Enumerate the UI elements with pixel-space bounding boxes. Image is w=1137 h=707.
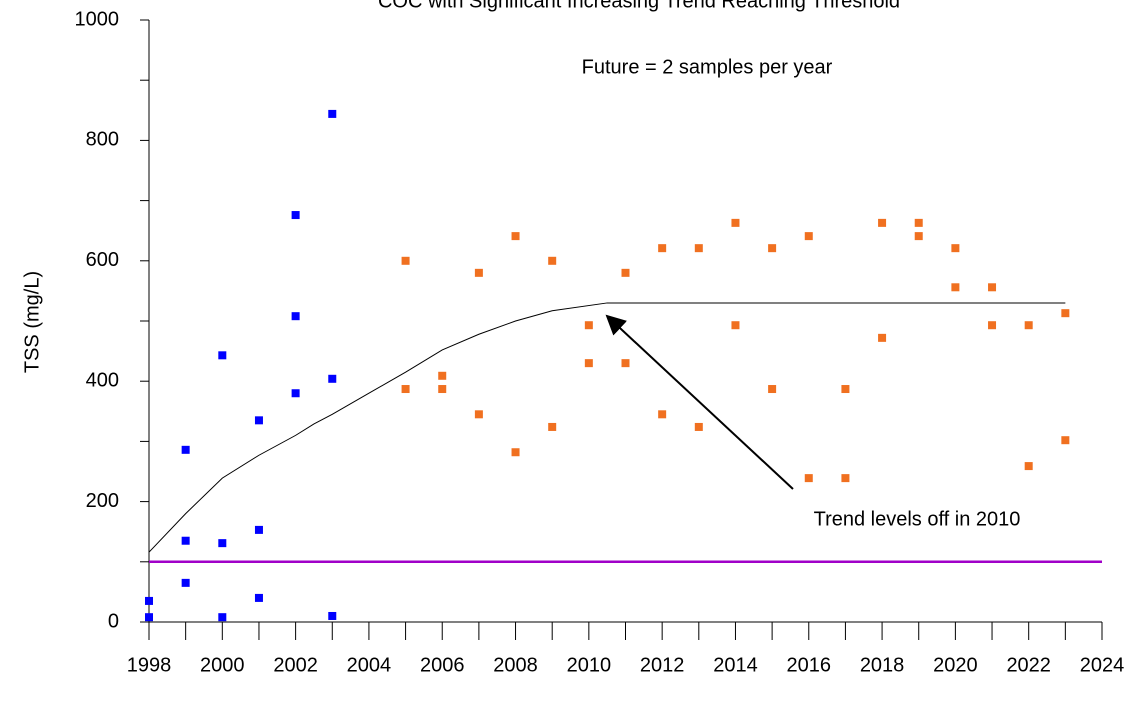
data-point [218,613,227,622]
x-tick-label: 2012 [640,654,685,676]
x-tick-label: 2016 [787,654,832,676]
chart-title: COC with Significant Increasing Trend Re… [378,0,900,12]
data-point [768,385,777,394]
data-point [145,613,153,622]
data-point [511,232,520,241]
data-point [181,445,190,454]
data-point [951,244,960,253]
data-point [584,321,593,330]
x-tick-label: 2020 [933,654,978,676]
trend-line [148,302,1066,553]
x-tick-label: 2008 [493,654,538,676]
y-tick-label: 1000 [75,8,120,30]
data-point [914,218,923,227]
data-point [474,268,483,277]
data-point [841,385,850,394]
data-point [694,244,703,253]
data-point [181,578,190,587]
data-point [731,218,740,227]
data-point [254,416,263,425]
x-tick-label: 2018 [860,654,905,676]
y-tick-label: 800 [86,129,119,151]
annotation: Trend levels off in 2010 [814,508,1021,530]
data-point [254,593,263,602]
data-point [658,244,667,253]
data-point [1024,321,1033,330]
data-point [621,268,630,277]
data-point [181,536,190,545]
data-point [584,359,593,368]
data-point [804,474,813,483]
y-tick-label: 200 [86,490,119,512]
data-point [878,333,887,342]
x-tick-label: 2024 [1080,654,1125,676]
data-point [145,596,153,605]
data-point [621,359,630,368]
data-point [731,321,740,330]
data-point [804,232,813,241]
data-point [511,448,520,457]
x-tick-label: 2000 [200,654,245,676]
data-point [254,525,263,534]
x-tick-label: 2022 [1006,654,1051,676]
data-point [218,351,227,360]
data-point [218,539,227,548]
data-point [951,283,960,292]
data-point [438,371,447,380]
data-point [768,244,777,253]
x-tick-label: 1998 [127,654,172,676]
data-point [548,256,557,265]
data-point [988,321,997,330]
data-point [548,422,557,431]
data-point [291,211,300,220]
x-tick-label: 2004 [347,654,392,676]
data-point [1061,436,1070,445]
data-point [1024,462,1033,471]
data-point [328,611,337,620]
data-point [328,109,337,118]
data-point [694,422,703,431]
data-point [658,410,667,419]
data-point [841,474,850,483]
x-tick-label: 2010 [567,654,612,676]
data-point [914,232,923,241]
x-tick-label: 2002 [273,654,318,676]
data-point [988,283,997,292]
data-point [1061,309,1070,318]
annotation-arrow [605,314,794,490]
data-point [291,312,300,321]
y-axis-label: TSS (mg/L) [21,271,43,373]
y-tick-label: 600 [86,249,119,271]
data-point [438,385,447,394]
data-point [401,385,410,394]
data-point [291,389,300,398]
x-tick-label: 2014 [713,654,758,676]
data-point [401,256,410,265]
data-point [474,410,483,419]
x-tick-label: 2006 [420,654,465,676]
data-point [328,374,337,383]
y-tick-label: 0 [108,610,119,632]
annotation: Future = 2 samples per year [582,56,833,78]
y-tick-label: 400 [86,369,119,391]
data-point [878,218,887,227]
